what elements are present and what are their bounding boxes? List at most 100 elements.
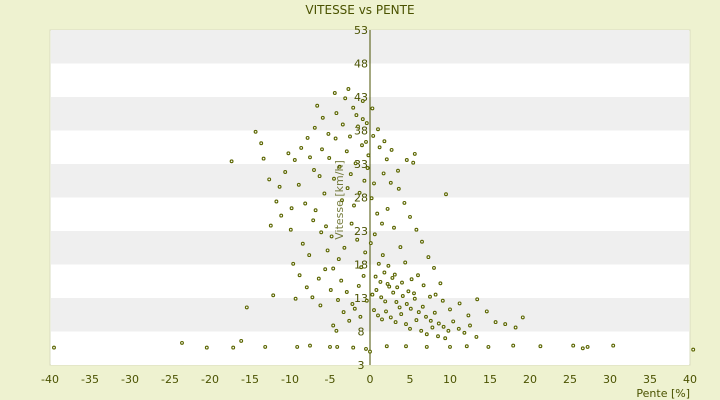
data-point	[424, 314, 428, 319]
data-point	[328, 344, 332, 349]
y-tick-label: 33	[354, 158, 368, 171]
data-point	[291, 261, 296, 266]
data-point	[361, 273, 366, 278]
data-point	[336, 257, 341, 262]
data-point	[353, 161, 358, 166]
x-tick-label: 30	[603, 373, 617, 386]
x-tick-label: 0	[367, 373, 374, 386]
data-point	[513, 325, 518, 330]
data-point	[332, 91, 337, 95]
data-point	[395, 285, 400, 290]
data-point	[315, 103, 320, 108]
data-point	[295, 344, 300, 349]
data-point	[331, 266, 336, 271]
data-point	[377, 145, 382, 150]
data-point	[307, 253, 312, 258]
data-point	[341, 310, 346, 315]
data-point	[436, 334, 440, 339]
data-point	[303, 201, 308, 206]
x-tick-label: -10	[281, 373, 299, 386]
data-point	[368, 349, 372, 354]
data-point	[421, 283, 426, 288]
data-point	[356, 124, 360, 129]
x-tick-label: -40	[41, 373, 59, 386]
data-point	[342, 245, 347, 250]
data-point	[404, 344, 408, 349]
data-point	[318, 303, 323, 308]
data-point	[456, 326, 461, 331]
data-point	[511, 343, 516, 348]
data-point	[389, 147, 394, 152]
data-point	[571, 343, 576, 348]
data-point	[380, 253, 385, 258]
y-axis-label: Vitesse [km/h]	[333, 160, 346, 240]
data-point	[364, 346, 368, 351]
data-point	[360, 117, 365, 122]
data-point	[348, 134, 352, 139]
data-point	[312, 168, 316, 172]
data-point	[336, 298, 340, 302]
data-point	[408, 326, 412, 331]
data-point	[277, 184, 282, 189]
data-point	[414, 227, 419, 232]
x-tick-label: 15	[483, 373, 497, 386]
data-point	[350, 302, 355, 306]
x-tick-label: 40	[683, 373, 697, 386]
data-point	[351, 345, 356, 350]
x-axis-label: Pente [%]	[636, 387, 690, 400]
data-point	[392, 225, 396, 230]
data-point	[440, 298, 445, 303]
data-point	[436, 321, 441, 326]
data-point	[376, 313, 380, 318]
x-tick-label: 20	[523, 373, 537, 386]
data-point	[438, 281, 443, 286]
data-point	[356, 283, 361, 288]
data-point	[370, 106, 375, 111]
y-tick-label: 18	[354, 259, 368, 272]
x-tick-label: 35	[643, 373, 657, 386]
data-point	[340, 122, 345, 127]
data-point	[372, 232, 377, 237]
data-point	[420, 304, 425, 309]
data-point	[327, 156, 332, 160]
data-point	[333, 136, 338, 141]
data-point	[412, 291, 416, 296]
data-point	[365, 166, 370, 170]
data-point	[466, 313, 471, 318]
x-tick-label: -5	[325, 373, 336, 386]
data-point	[311, 218, 316, 223]
data-point	[402, 200, 407, 205]
data-point	[396, 186, 401, 191]
data-point	[378, 279, 383, 284]
data-point	[279, 213, 284, 218]
data-point	[324, 224, 328, 229]
data-point	[347, 318, 352, 323]
data-point	[387, 284, 392, 289]
data-point	[320, 147, 324, 152]
data-point	[388, 180, 393, 185]
data-point	[432, 265, 436, 270]
data-point	[428, 318, 433, 323]
data-point	[326, 131, 331, 136]
data-point	[331, 323, 336, 328]
data-point	[288, 227, 293, 232]
data-point	[360, 143, 364, 148]
data-point	[283, 170, 288, 174]
data-point	[300, 241, 305, 246]
data-point	[372, 181, 376, 186]
data-point	[286, 151, 291, 156]
data-point	[393, 320, 398, 325]
data-point	[428, 294, 432, 299]
data-point	[359, 265, 364, 270]
data-point	[292, 158, 297, 162]
data-point	[313, 208, 318, 213]
data-point	[349, 221, 354, 226]
data-point	[297, 273, 302, 278]
data-point	[363, 250, 368, 255]
data-point	[362, 178, 367, 183]
data-point	[229, 159, 234, 164]
data-point	[444, 192, 448, 197]
data-point	[412, 151, 417, 156]
data-point	[299, 145, 304, 150]
